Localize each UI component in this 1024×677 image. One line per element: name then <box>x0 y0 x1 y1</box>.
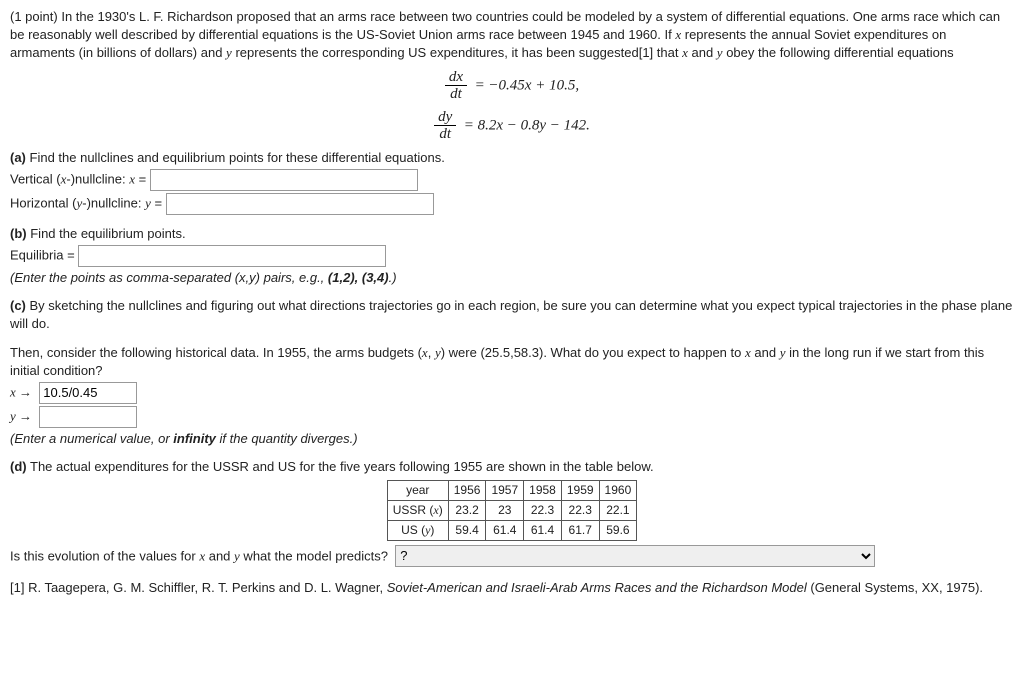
table-header-1958: 1958 <box>524 481 562 501</box>
intro-text-5: obey the following differential equation… <box>726 45 953 60</box>
table-header-1959: 1959 <box>561 481 599 501</box>
x-limit-input[interactable] <box>39 382 137 404</box>
part-c-text-1: By sketching the nullclines and figuring… <box>10 298 1012 331</box>
table-us-1957: 61.4 <box>486 520 524 540</box>
part-a-label: (a) <box>10 150 26 165</box>
equation-1: dxdt = −0.45x + 10.5, <box>10 69 1014 103</box>
x-limit-row: x → <box>10 382 1014 404</box>
table-us-1958: 61.4 <box>524 520 562 540</box>
points-label: (1 point) <box>10 9 58 24</box>
table-row-us: US (y) 59.4 61.4 61.4 61.7 59.6 <box>387 520 637 540</box>
intro-text-3: represents the corresponding US expendit… <box>235 45 682 60</box>
table-us-label: US (y) <box>387 520 448 540</box>
part-b-text: Find the equilibrium points. <box>30 226 185 241</box>
footnote-ref: [1] R. Taagepera, G. M. Schiffler, R. T.… <box>10 580 387 595</box>
table-header-1956: 1956 <box>448 481 486 501</box>
part-b-prompt: (b) Find the equilibrium points. <box>10 225 1014 243</box>
part-c-prompt-2: Then, consider the following historical … <box>10 344 1014 380</box>
table-row-ussr: USSR (x) 23.2 23 22.3 22.3 22.1 <box>387 501 637 521</box>
vertical-nullcline-label: Vertical (x-)nullcline: x = <box>10 171 146 186</box>
part-b-hint: (Enter the points as comma-separated (x,… <box>10 269 1014 287</box>
table-us-1959: 61.7 <box>561 520 599 540</box>
equilibria-label: Equilibria = <box>10 247 75 262</box>
table-header-year: year <box>387 481 448 501</box>
intro-paragraph: (1 point) In the 1930's L. F. Richardson… <box>10 8 1014 63</box>
table-ussr-1956: 23.2 <box>448 501 486 521</box>
y-arrow-label: y → <box>10 408 32 423</box>
part-c-label: (c) <box>10 298 26 313</box>
horizontal-nullcline-label: Horizontal (y-)nullcline: y = <box>10 195 162 210</box>
footnote-title: Soviet-American and Israeli-Arab Arms Ra… <box>387 580 807 595</box>
table-us-1956: 59.4 <box>448 520 486 540</box>
expenditures-table: year 1956 1957 1958 1959 1960 USSR (x) 2… <box>387 480 638 540</box>
table-ussr-1959: 22.3 <box>561 501 599 521</box>
model-predicts-question: Is this evolution of the values for x an… <box>10 548 388 563</box>
vertical-nullcline-input[interactable] <box>150 169 418 191</box>
horizontal-nullcline-input[interactable] <box>166 193 434 215</box>
part-d-text: The actual expenditures for the USSR and… <box>30 459 654 474</box>
table-header-row: year 1956 1957 1958 1959 1960 <box>387 481 637 501</box>
equilibria-row: Equilibria = <box>10 245 1014 267</box>
model-predicts-row: Is this evolution of the values for x an… <box>10 545 1014 567</box>
model-predicts-select[interactable]: ? <box>395 545 875 567</box>
part-d-prompt: (d) The actual expenditures for the USSR… <box>10 458 1014 476</box>
equilibria-input[interactable] <box>78 245 386 267</box>
footnote: [1] R. Taagepera, G. M. Schiffler, R. T.… <box>10 579 1014 597</box>
part-d-label: (d) <box>10 459 27 474</box>
part-a-prompt: (a) Find the nullclines and equilibrium … <box>10 149 1014 167</box>
x-arrow-label: x → <box>10 384 32 399</box>
table-header-1960: 1960 <box>599 481 637 501</box>
part-c-prompt-1: (c) By sketching the nullclines and figu… <box>10 297 1014 333</box>
part-a-text: Find the nullclines and equilibrium poin… <box>30 150 445 165</box>
vertical-nullcline-row: Vertical (x-)nullcline: x = <box>10 169 1014 191</box>
part-c-text-2a: Then, consider the following historical … <box>10 345 418 360</box>
table-ussr-label: USSR (x) <box>387 501 448 521</box>
equation-2: dydt = 8.2x − 0.8y − 142. <box>10 109 1014 143</box>
table-header-1957: 1957 <box>486 481 524 501</box>
part-b-label: (b) <box>10 226 27 241</box>
y-limit-row: y → <box>10 406 1014 428</box>
table-ussr-1958: 22.3 <box>524 501 562 521</box>
table-ussr-1960: 22.1 <box>599 501 637 521</box>
part-c-hint: (Enter a numerical value, or infinity if… <box>10 430 1014 448</box>
table-ussr-1957: 23 <box>486 501 524 521</box>
table-us-1960: 59.6 <box>599 520 637 540</box>
horizontal-nullcline-row: Horizontal (y-)nullcline: y = <box>10 193 1014 215</box>
y-limit-input[interactable] <box>39 406 137 428</box>
intro-text-4: and <box>691 45 716 60</box>
footnote-tail: (General Systems, XX, 1975). <box>807 580 983 595</box>
part-c-text-2c: and <box>754 345 779 360</box>
part-c-text-2b: were (25.5,58.3). What do you expect to … <box>449 345 745 360</box>
